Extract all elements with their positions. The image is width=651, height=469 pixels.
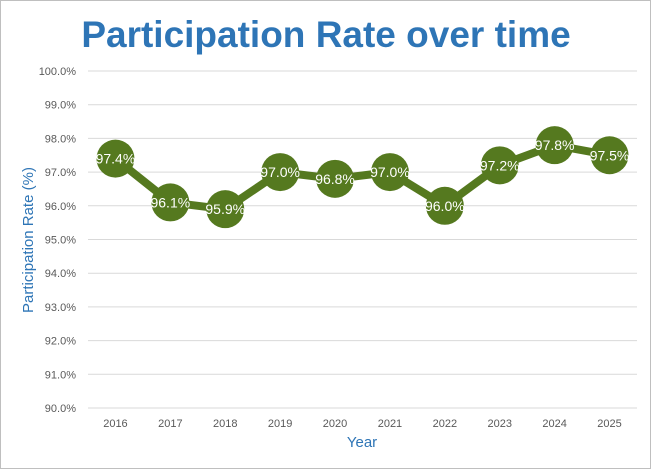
y-tick-label: 99.0% [45, 100, 76, 112]
data-point-marker [370, 153, 409, 192]
x-tick-label: 2023 [488, 418, 512, 430]
y-tick-label: 96.0% [45, 201, 76, 213]
data-label: 97.5% [590, 147, 630, 163]
x-tick-label: 2018 [213, 418, 237, 430]
y-tick-label: 94.0% [45, 268, 76, 280]
y-tick-label: 95.0% [45, 235, 76, 247]
x-tick-label: 2017 [158, 418, 182, 430]
y-tick-label: 97.0% [45, 167, 76, 179]
y-tick-label: 91.0% [45, 369, 76, 381]
data-label: 97.0% [370, 164, 410, 180]
chart-title: Participation Rate over time [81, 14, 570, 55]
data-label: 96.0% [425, 198, 465, 214]
y-tick-label: 93.0% [45, 302, 76, 314]
y-tick-label: 98.0% [45, 133, 76, 145]
data-label: 96.1% [150, 194, 190, 210]
data-point-marker [535, 126, 574, 165]
data-point-marker [590, 136, 629, 175]
x-tick-label: 2019 [268, 418, 292, 430]
data-label: 96.8% [315, 171, 355, 187]
data-label: 95.9% [205, 201, 245, 217]
x-tick-label: 2020 [323, 418, 347, 430]
data-point-marker [151, 183, 190, 222]
x-axis-label: Year [347, 434, 377, 451]
data-label: 97.4% [96, 151, 136, 167]
x-tick-label: 2016 [103, 418, 127, 430]
y-tick-label: 90.0% [45, 403, 76, 415]
data-point-marker [96, 139, 135, 178]
y-axis-label: Participation Rate (%) [20, 167, 37, 313]
y-tick-label: 92.0% [45, 336, 76, 348]
data-label: 97.8% [535, 137, 575, 153]
data-label: 97.0% [260, 164, 300, 180]
y-tick-label: 100.0% [39, 66, 77, 78]
x-tick-label: 2025 [597, 418, 621, 430]
x-tick-label: 2022 [433, 418, 457, 430]
x-tick-label: 2021 [378, 418, 402, 430]
data-label: 97.2% [480, 157, 520, 173]
data-point-marker [206, 190, 245, 229]
data-point-marker [316, 159, 355, 198]
data-point-marker [425, 186, 464, 225]
data-point-marker [480, 146, 519, 185]
data-point-marker [261, 153, 300, 192]
series-line [112, 141, 611, 214]
x-tick-label: 2024 [542, 418, 566, 430]
